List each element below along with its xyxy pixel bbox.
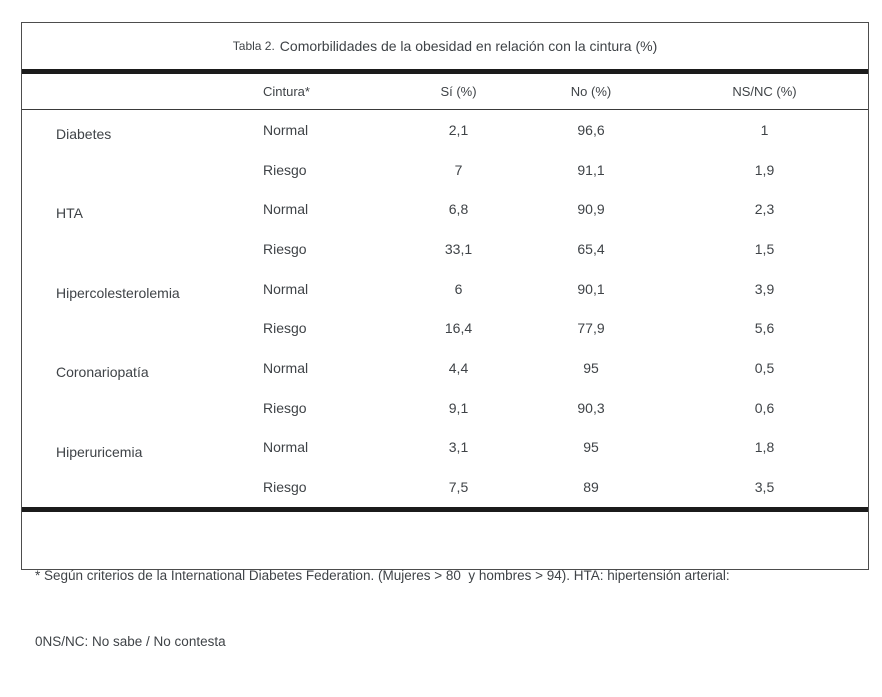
cintura-cell: Riesgo xyxy=(263,320,307,337)
cintura-cell: Riesgo xyxy=(263,399,307,416)
group-label-hiperuricemia: Hiperuricemia xyxy=(56,443,143,460)
column-header-category xyxy=(22,74,256,110)
nsnc-cell: 1,8 xyxy=(754,439,775,456)
column-header-si: Sí (%) xyxy=(396,74,521,110)
si-cell: 4,4 xyxy=(448,359,469,376)
group-label-hta: HTA xyxy=(56,205,83,222)
footnote-line-2: 0NS/NC: No sabe / No contesta xyxy=(35,633,226,649)
cintura-cell: Riesgo xyxy=(263,479,307,496)
nsnc-cell: 5,6 xyxy=(754,320,775,337)
comorbidity-table: Cintura* Sí (%) No (%) NS/NC (%) Diabete… xyxy=(22,74,868,507)
cintura-cell: Riesgo xyxy=(263,161,307,178)
group-label-diabetes: Diabetes xyxy=(56,126,112,142)
cintura-cell: Normal xyxy=(263,359,309,376)
group-label-hipercolesterolemia: Hipercolesterolemia xyxy=(56,284,180,301)
column-header-nsnc: NS/NC (%) xyxy=(661,74,868,110)
nsnc-cell: 0,6 xyxy=(754,399,775,416)
nsnc-cell: 0,5 xyxy=(754,359,775,376)
header-row: Cintura* Sí (%) No (%) NS/NC (%) xyxy=(22,74,868,110)
bottom-thick-rule xyxy=(22,506,868,512)
no-cell: 96,6 xyxy=(577,121,605,138)
table-row: Riesgo 9,1 90,3 0,6 xyxy=(22,388,868,428)
no-cell: 95 xyxy=(583,359,599,376)
column-header-no: No (%) xyxy=(521,74,661,110)
table-row: Diabetes Normal 2,1 96,6 1 xyxy=(22,110,868,150)
table-row: Riesgo 16,4 77,9 5,6 xyxy=(22,308,868,348)
no-cell: 91,1 xyxy=(577,161,605,178)
table-figure: Tabla 2. Comorbilidades de la obesidad e… xyxy=(21,22,869,649)
top-thick-rule xyxy=(22,69,868,74)
si-cell: 7 xyxy=(454,161,463,178)
cintura-cell: Normal xyxy=(263,280,309,297)
nsnc-cell: 3,9 xyxy=(754,280,775,297)
nsnc-cell: 1,5 xyxy=(754,240,775,257)
cintura-cell: Riesgo xyxy=(263,240,307,257)
si-cell: 3,1 xyxy=(448,439,469,456)
nsnc-cell: 3,5 xyxy=(754,479,775,496)
nsnc-cell: 2,3 xyxy=(754,201,775,218)
cintura-cell: Normal xyxy=(263,439,309,456)
group-label-coronariopatia: Coronariopatía xyxy=(56,364,149,381)
no-cell: 90,3 xyxy=(577,399,605,416)
nsnc-cell: 1,9 xyxy=(754,161,775,178)
no-cell: 65,4 xyxy=(577,240,605,257)
table-number-label: Tabla 2. xyxy=(232,39,275,53)
footnote-line-1: * Según criterios de la International Di… xyxy=(35,567,730,583)
no-cell: 89 xyxy=(583,479,599,496)
cintura-cell: Normal xyxy=(263,121,309,138)
table-row: Riesgo 7 91,1 1,9 xyxy=(22,150,868,190)
si-cell: 33,1 xyxy=(444,240,473,257)
no-cell: 77,9 xyxy=(577,320,605,337)
si-cell: 16,4 xyxy=(444,320,473,337)
column-header-cintura: Cintura* xyxy=(256,74,396,110)
si-cell: 9,1 xyxy=(448,399,469,416)
si-cell: 6 xyxy=(454,280,463,297)
table-row: HTA Normal 6,8 90,9 2,3 xyxy=(22,189,868,229)
table-row: Riesgo 7,5 89 3,5 xyxy=(22,467,868,507)
no-cell: 90,9 xyxy=(577,201,605,218)
table-row: Hiperuricemia Normal 3,1 95 1,8 xyxy=(22,428,868,468)
table-footnote: * Según criterios de la International Di… xyxy=(22,512,868,697)
table-row: Coronariopatía Normal 4,4 95 0,5 xyxy=(22,348,868,388)
no-cell: 90,1 xyxy=(577,280,605,297)
cintura-cell: Normal xyxy=(263,201,309,218)
si-cell: 2,1 xyxy=(448,121,469,138)
nsnc-cell: 1 xyxy=(760,121,769,138)
table-row: Riesgo 33,1 65,4 1,5 xyxy=(22,229,868,269)
si-cell: 6,8 xyxy=(448,201,469,218)
table-title: Tabla 2. Comorbilidades de la obesidad e… xyxy=(22,23,868,69)
table-row: Hipercolesterolemia Normal 6 90,1 3,9 xyxy=(22,269,868,309)
page-title: Comorbilidades de la obesidad en relació… xyxy=(279,38,658,54)
no-cell: 95 xyxy=(583,439,599,456)
si-cell: 7,5 xyxy=(448,479,469,496)
